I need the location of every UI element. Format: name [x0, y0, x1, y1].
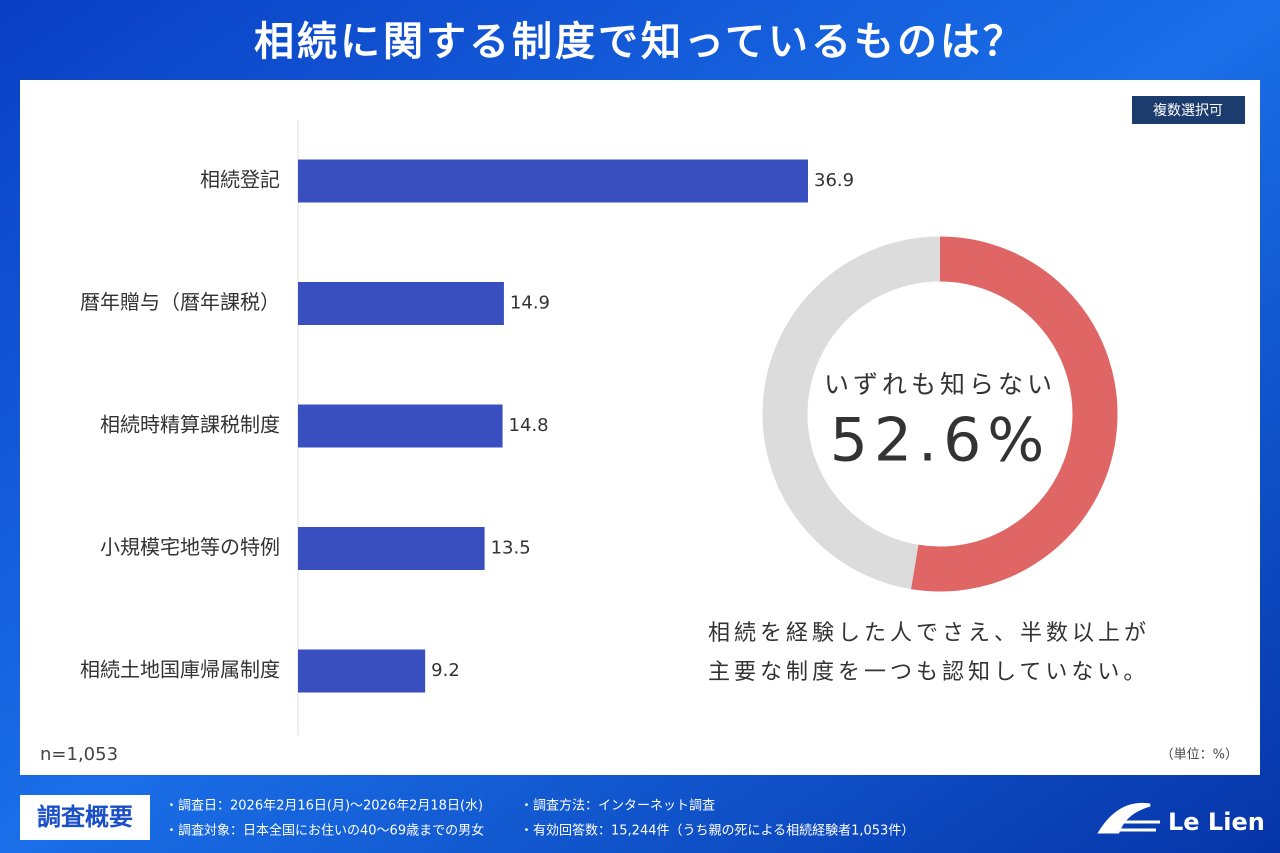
caption-line: 相続を経験した人でさえ、半数以上が	[708, 621, 1150, 646]
bar	[298, 282, 504, 325]
sample-size: n=1,053	[40, 744, 118, 765]
category-label: 相続登記	[200, 168, 280, 192]
footer-item: ・有効回答数：15,244件（うち親の死による相続経験者1,053件）	[520, 823, 914, 839]
donut-label: いずれも知らない	[824, 370, 1056, 399]
value-label: 13.5	[491, 538, 531, 559]
category-label: 暦年贈与（暦年課税）	[80, 290, 280, 314]
caption-line: 主要な制度を一つも認知していない。	[708, 660, 1149, 685]
bar	[298, 527, 485, 570]
footer-item: ・調査対象：日本全国にお住いの40～69歳までの男女	[165, 823, 484, 839]
bar	[298, 404, 503, 448]
donut-arc	[911, 236, 1118, 592]
category-label: 相続時精算課税制度	[100, 413, 280, 437]
value-label: 9.2	[431, 660, 460, 681]
value-label: 36.9	[814, 170, 854, 191]
bar	[298, 649, 426, 693]
footer-item: ・調査方法：インターネット調査	[520, 798, 715, 814]
footer-item: ・調査日：2026年2月16日(月)～2026年2月18日(水)	[165, 799, 483, 814]
logo: Le Lien	[1168, 808, 1265, 836]
footer-heading-box	[20, 795, 150, 840]
value-label: 14.9	[510, 293, 550, 314]
value-label: 14.8	[509, 415, 549, 436]
bar	[298, 159, 808, 203]
title: 相続に関する制度で知っているものは？	[254, 19, 1026, 65]
donut-value: 52.6%	[830, 406, 1051, 476]
category-label: 小規模宅地等の特例	[100, 535, 280, 559]
unit: （単位：%）	[1161, 747, 1238, 763]
badge-text: 複数選択可	[1153, 102, 1223, 119]
logo-icon	[1097, 802, 1160, 834]
badge	[1132, 96, 1245, 124]
footer-heading: 調査概要	[37, 803, 133, 831]
category-label: 相続土地国庫帰属制度	[80, 658, 280, 682]
